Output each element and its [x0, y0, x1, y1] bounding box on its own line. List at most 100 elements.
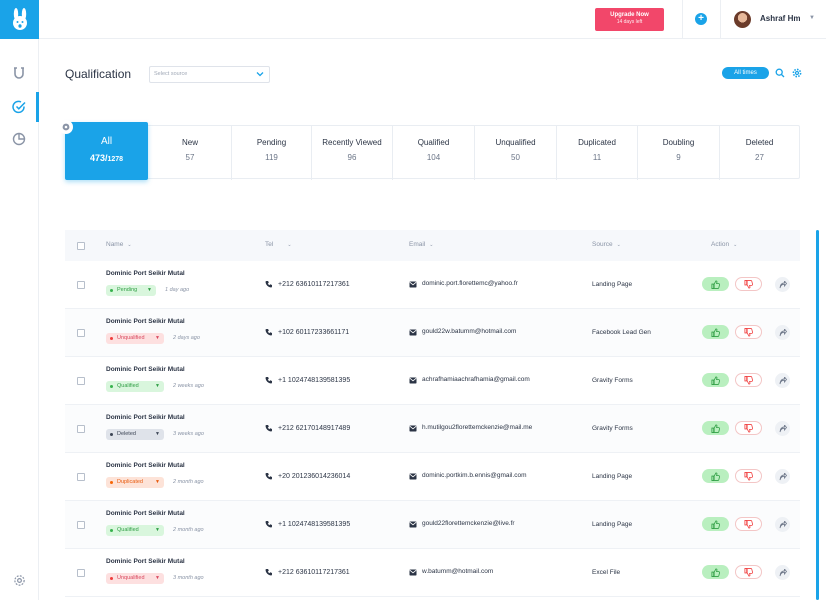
lead-email[interactable]: dominic.portkim.b.ennis@gmail.com: [422, 472, 527, 479]
table-row[interactable]: Dominic Port Seikir Mutal Unqualified ▼ …: [65, 549, 800, 597]
lead-phone[interactable]: +102 60117233661171: [278, 329, 350, 336]
thumbs-up-icon: [711, 471, 720, 481]
sidebar-item-reports[interactable]: [10, 130, 28, 148]
unqualify-button[interactable]: [735, 565, 762, 579]
status-badge[interactable]: Qualified ▼: [106, 381, 164, 392]
lead-name[interactable]: Dominic Port Seikir Mutal: [106, 414, 185, 421]
qualify-button[interactable]: [702, 325, 729, 339]
stat-deleted[interactable]: Deleted 27: [719, 126, 799, 180]
table-row[interactable]: Dominic Port Seikir Mutal Qualified ▼ 2 …: [65, 501, 800, 549]
unqualify-button[interactable]: [735, 277, 762, 291]
stat-label: Duplicated: [578, 138, 616, 147]
table-row[interactable]: Dominic Port Seikir Mutal Deleted ▼ 3 we…: [65, 405, 800, 453]
lead-phone[interactable]: +20 201236014236014: [278, 473, 351, 480]
lead-email[interactable]: dominic.port.florettemc@yahoo.fr: [422, 280, 518, 287]
lead-email[interactable]: w.batumm@hotmail.com: [422, 568, 494, 575]
add-button[interactable]: +: [695, 13, 707, 25]
row-checkbox[interactable]: [77, 425, 85, 433]
stats-settings-button[interactable]: [59, 120, 73, 134]
phone-icon: [265, 281, 272, 288]
lead-name[interactable]: Dominic Port Seikir Mutal: [106, 558, 185, 565]
status-badge[interactable]: Qualified ▼: [106, 525, 164, 536]
lead-name[interactable]: Dominic Port Seikir Mutal: [106, 366, 185, 373]
column-header-source[interactable]: Source ⌄: [592, 241, 621, 248]
qualify-button[interactable]: [702, 373, 729, 387]
column-label: Source: [592, 241, 613, 248]
select-all-checkbox[interactable]: [77, 242, 85, 250]
unqualify-button[interactable]: [735, 373, 762, 387]
status-badge[interactable]: Pending ▼: [106, 285, 156, 296]
avatar[interactable]: [734, 11, 751, 28]
sidebar-item-qualification[interactable]: [10, 98, 28, 116]
lead-phone[interactable]: +1 1024748139581395: [278, 377, 351, 384]
time-filter-button[interactable]: All times: [722, 67, 769, 79]
stat-unqualified[interactable]: Unqualified 50: [474, 126, 556, 180]
qualify-button[interactable]: [702, 517, 729, 531]
source-select[interactable]: Select source: [149, 66, 270, 83]
table-row[interactable]: Dominic Port Seikir Mutal Qualified ▼ 2 …: [65, 357, 800, 405]
status-badge[interactable]: Unqualified ▼: [106, 573, 164, 584]
app-logo[interactable]: [0, 0, 39, 39]
column-header-action[interactable]: Action ⌄: [711, 241, 737, 248]
row-checkbox[interactable]: [77, 377, 85, 385]
qualify-button[interactable]: [702, 469, 729, 483]
sidebar-item-settings[interactable]: [10, 571, 28, 589]
lead-name[interactable]: Dominic Port Seikir Mutal: [106, 270, 185, 277]
unqualify-button[interactable]: [735, 469, 762, 483]
share-button[interactable]: [775, 565, 790, 580]
lead-phone[interactable]: +212 62170148917489: [278, 425, 351, 432]
lead-name[interactable]: Dominic Port Seikir Mutal: [106, 462, 185, 469]
lead-name[interactable]: Dominic Port Seikir Mutal: [106, 510, 185, 517]
qualify-button[interactable]: [702, 565, 729, 579]
user-name[interactable]: Ashraf Hm: [760, 14, 801, 23]
lead-email[interactable]: achrafhamiaachrafhamia@gmail.com: [422, 376, 530, 383]
unqualify-button[interactable]: [735, 421, 762, 435]
gear-icon[interactable]: [792, 68, 802, 78]
stat-duplicated[interactable]: Duplicated 11: [556, 126, 637, 180]
upgrade-button[interactable]: Upgrade Now 14 days left: [595, 8, 664, 31]
lead-phone[interactable]: +212 63610117217361: [278, 569, 350, 576]
stat-recently-viewed[interactable]: Recently Viewed 96: [311, 126, 392, 180]
column-header-email[interactable]: Email ⌄: [409, 241, 433, 248]
share-button[interactable]: [775, 325, 790, 340]
stat-pending[interactable]: Pending 119: [231, 126, 311, 180]
row-checkbox[interactable]: [77, 569, 85, 577]
unqualify-button[interactable]: [735, 517, 762, 531]
table-row[interactable]: Dominic Port Seikir Mutal Unqualified ▼ …: [65, 309, 800, 357]
lead-name[interactable]: Dominic Port Seikir Mutal: [106, 318, 185, 325]
page-scrollbar[interactable]: [816, 230, 819, 600]
chevron-down-icon: ▼: [155, 383, 160, 389]
share-button[interactable]: [775, 373, 790, 388]
search-icon[interactable]: [775, 68, 785, 78]
qualify-button[interactable]: [702, 277, 729, 291]
lead-phone[interactable]: +1 1024748139581395: [278, 521, 351, 528]
share-button[interactable]: [775, 469, 790, 484]
stat-doubling[interactable]: Doubling 9: [637, 126, 719, 180]
lead-email[interactable]: gould22florettemckenzie@live.fr: [422, 520, 515, 527]
row-checkbox[interactable]: [77, 473, 85, 481]
magnet-icon: [14, 67, 24, 79]
status-badge[interactable]: Deleted ▼: [106, 429, 164, 440]
status-badge[interactable]: Duplicated ▼: [106, 477, 164, 488]
stat-new[interactable]: New 57: [149, 126, 231, 180]
stat-all[interactable]: All 473/1278: [65, 122, 148, 180]
share-button[interactable]: [775, 517, 790, 532]
lead-email[interactable]: gould22w.batumm@hotmail.com: [422, 328, 517, 335]
unqualify-button[interactable]: [735, 325, 762, 339]
table-row[interactable]: Dominic Port Seikir Mutal Pending ▼ 1 da…: [65, 261, 800, 309]
column-header-name[interactable]: Name ⌄: [106, 241, 132, 248]
status-badge[interactable]: Unqualified ▼: [106, 333, 164, 344]
column-header-tel[interactable]: Tel ⌄: [265, 241, 292, 248]
share-button[interactable]: [775, 421, 790, 436]
qualify-button[interactable]: [702, 421, 729, 435]
lead-email[interactable]: h.mutilgou2florettemckenzie@mail.me: [422, 424, 533, 431]
stat-qualified[interactable]: Qualified 104: [392, 126, 474, 180]
row-checkbox[interactable]: [77, 329, 85, 337]
share-button[interactable]: [775, 277, 790, 292]
chevron-down-icon[interactable]: ▼: [809, 15, 815, 21]
lead-phone[interactable]: +212 63610117217361: [278, 281, 350, 288]
row-checkbox[interactable]: [77, 281, 85, 289]
row-checkbox[interactable]: [77, 521, 85, 529]
sidebar-item-magnet[interactable]: [10, 64, 28, 82]
table-row[interactable]: Dominic Port Seikir Mutal Duplicated ▼ 2…: [65, 453, 800, 501]
